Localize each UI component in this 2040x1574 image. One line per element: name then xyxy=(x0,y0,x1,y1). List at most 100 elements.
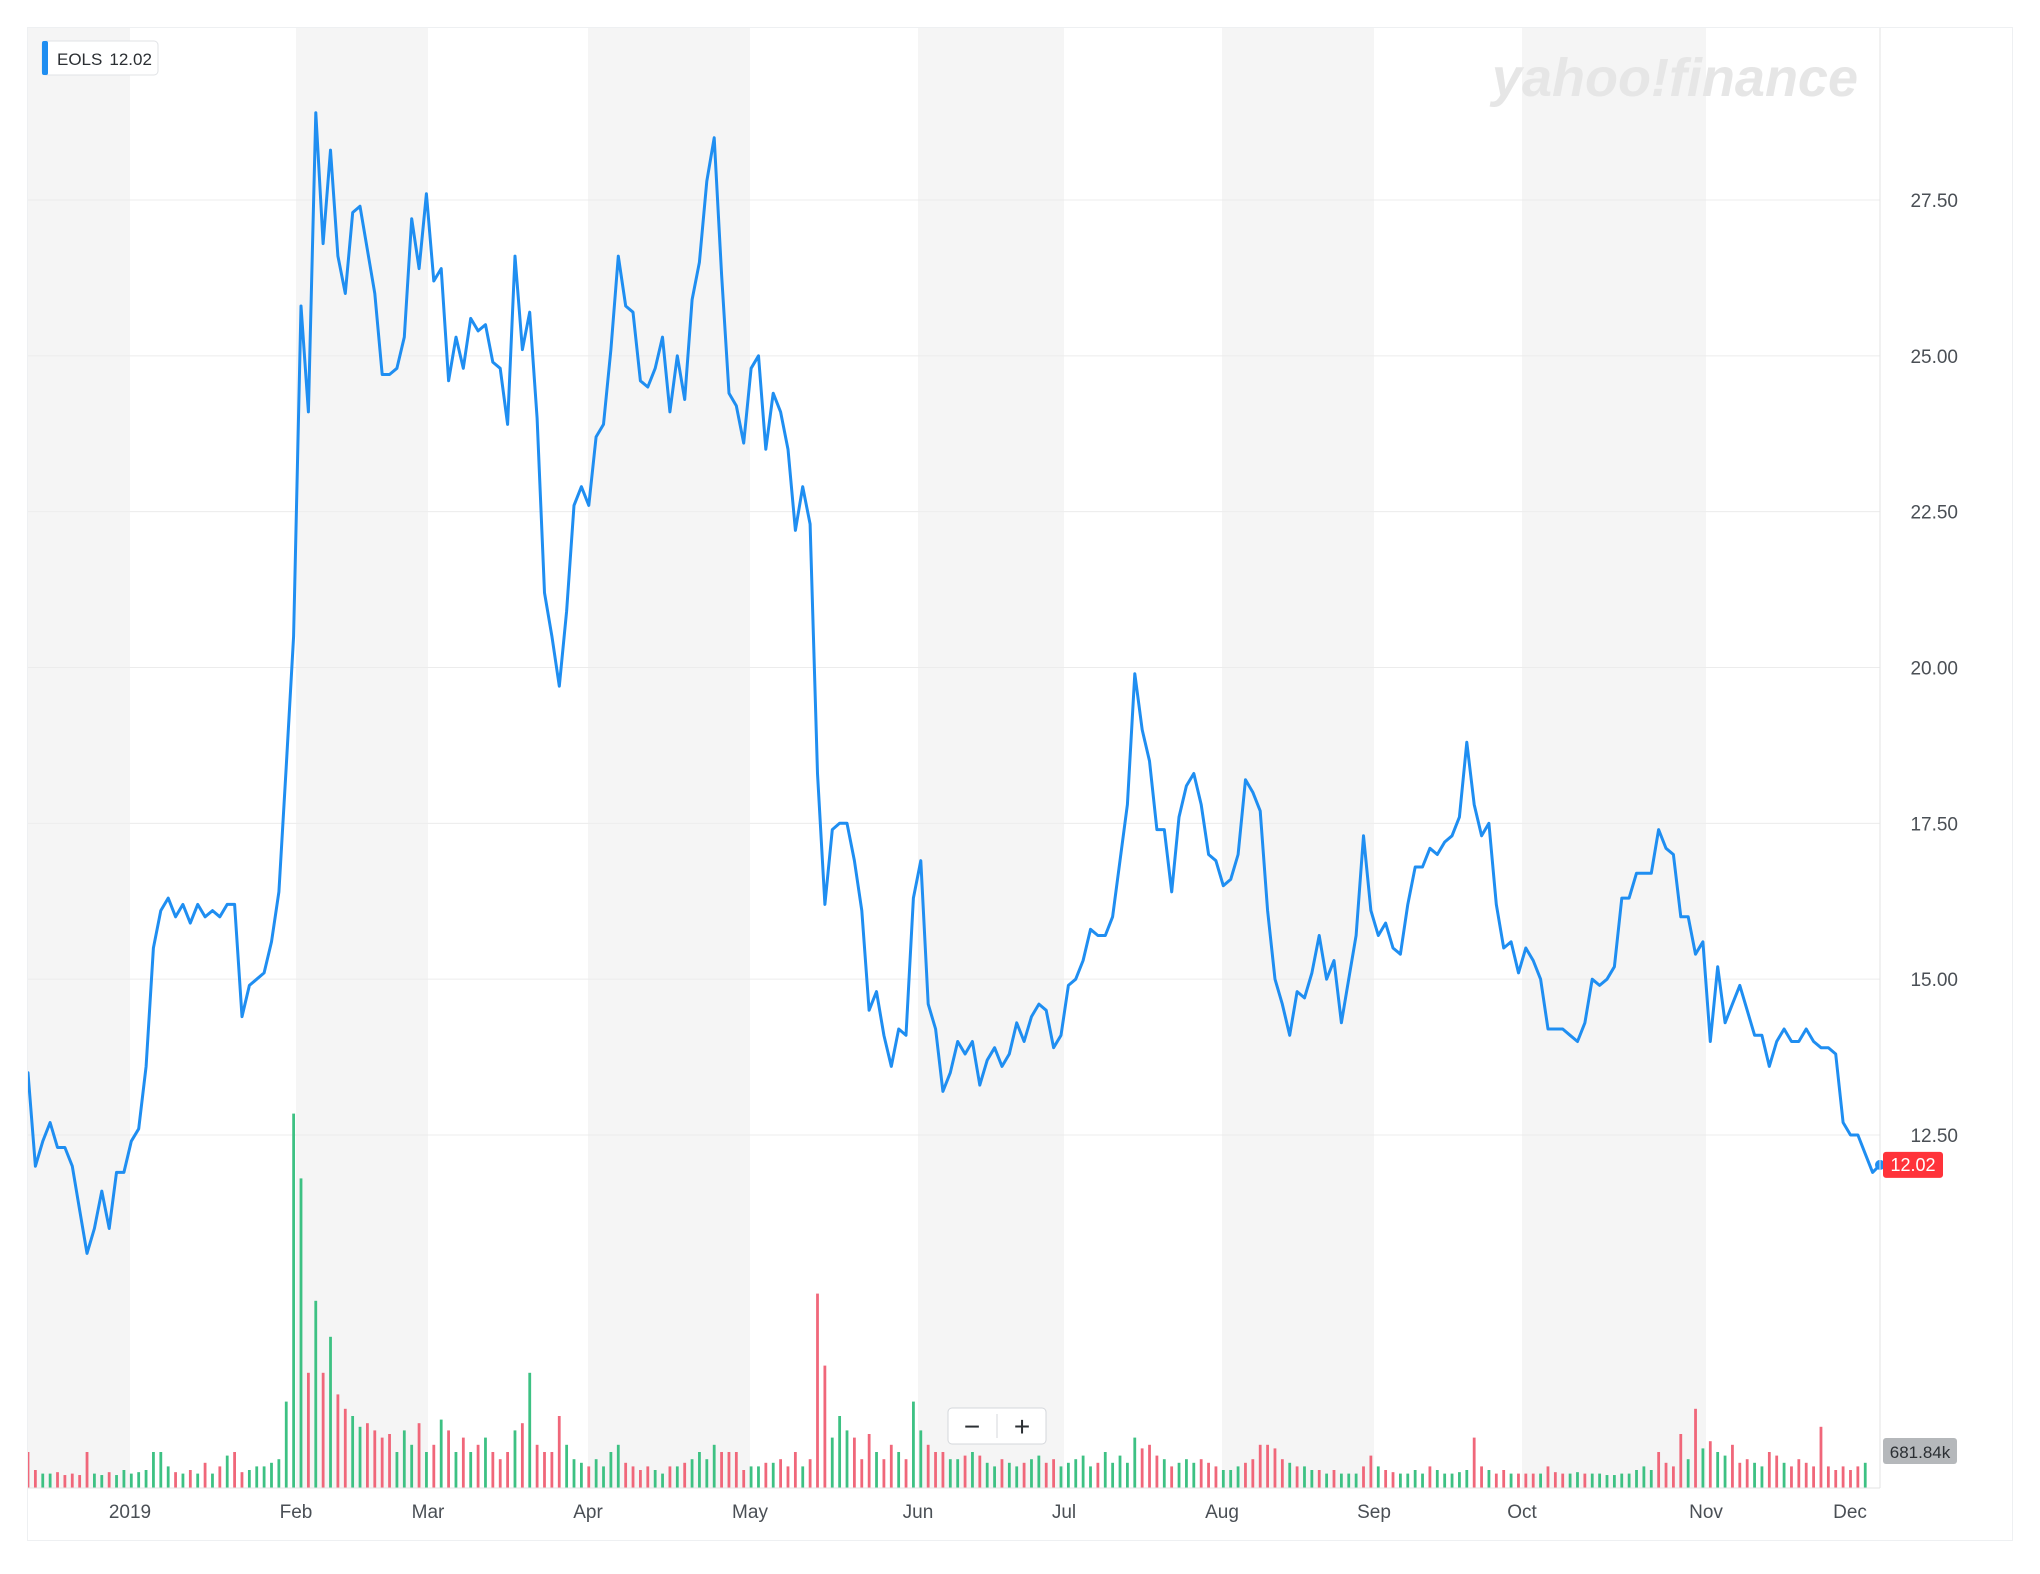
volume-bar xyxy=(1450,1473,1454,1488)
volume-bar xyxy=(255,1466,259,1488)
volume-bar xyxy=(520,1423,524,1488)
volume-bar xyxy=(594,1459,598,1488)
volume-bar xyxy=(425,1452,428,1488)
volume-bar xyxy=(1421,1473,1424,1488)
volume-bar xyxy=(1635,1470,1638,1488)
last-price-badge-box xyxy=(1883,1151,1943,1178)
volume-bar xyxy=(284,1401,288,1488)
volume-bar xyxy=(100,1475,104,1488)
month-band xyxy=(1522,28,1706,1488)
volume-bar xyxy=(528,1372,532,1488)
volume-bar xyxy=(395,1452,399,1488)
volume-bar xyxy=(572,1459,576,1488)
zoom-out-button[interactable]: − xyxy=(964,1411,980,1442)
volume-bar xyxy=(698,1452,701,1488)
volume-bar xyxy=(1568,1473,1572,1488)
volume-bar xyxy=(277,1459,281,1488)
volume-bar xyxy=(1849,1470,1852,1488)
volume-bar xyxy=(1037,1455,1041,1488)
volume-bar xyxy=(1782,1462,1786,1488)
volume-bar xyxy=(993,1466,996,1488)
volume-bar xyxy=(1221,1470,1225,1488)
volume-bar xyxy=(1096,1462,1100,1488)
volume-bar xyxy=(152,1452,155,1488)
volume-bar xyxy=(1369,1455,1373,1488)
volume-bar xyxy=(1244,1462,1247,1488)
volume-bar xyxy=(1790,1466,1793,1488)
volume-bar xyxy=(535,1444,539,1488)
volume-bar xyxy=(565,1444,569,1488)
volume-bar xyxy=(1745,1459,1749,1488)
volume-bar xyxy=(668,1466,672,1488)
volume-bar xyxy=(299,1178,303,1488)
price-chart[interactable]: yahoo!finance 12.50 15.00 17.50 20.00 22.50 2… xyxy=(26,28,2012,1540)
volume-bar xyxy=(137,1472,141,1488)
volume-bar xyxy=(1081,1455,1085,1488)
y-tick-label: 12.50 xyxy=(1910,1126,1958,1147)
volume-bar xyxy=(934,1452,937,1488)
volume-bar xyxy=(1590,1473,1594,1488)
x-tick-label: May xyxy=(732,1502,768,1523)
volume-bar xyxy=(454,1452,458,1488)
volume-bar xyxy=(1000,1459,1004,1488)
y-tick-label: 22.50 xyxy=(1910,503,1958,524)
yahoo-finance-watermark: yahoo!finance xyxy=(1489,48,1858,108)
volume-bar xyxy=(550,1452,554,1488)
volume-bar xyxy=(292,1113,296,1488)
price-series-line[interactable] xyxy=(26,111,1882,1255)
legend-chip[interactable]: EOLS 12.02 xyxy=(41,40,159,76)
volume-bar xyxy=(1066,1462,1070,1488)
month-band xyxy=(1222,28,1374,1488)
volume-badge: 681.84k xyxy=(1883,1438,1957,1464)
y-axis-ticks: 12.50 15.00 17.50 20.00 22.50 25.00 27.50 xyxy=(1910,191,1958,1147)
volume-bar xyxy=(122,1470,126,1488)
volume-bar xyxy=(845,1430,849,1488)
x-tick-label: Feb xyxy=(280,1502,313,1523)
volume-bar xyxy=(439,1419,443,1488)
volume-bar xyxy=(1804,1462,1808,1488)
volume-bar xyxy=(1863,1462,1867,1488)
volume-bar xyxy=(1148,1444,1151,1488)
volume-bar xyxy=(1103,1452,1107,1488)
volume-bar xyxy=(1391,1472,1395,1488)
volume-bar xyxy=(1089,1466,1092,1488)
x-tick-label: Jun xyxy=(903,1502,934,1523)
volume-bar xyxy=(1686,1459,1690,1488)
volume-bar xyxy=(948,1459,952,1488)
volume-bar xyxy=(1546,1466,1550,1488)
volume-bar xyxy=(93,1473,96,1488)
volume-bar xyxy=(476,1444,480,1488)
volume-bar xyxy=(727,1452,731,1488)
volume-bar xyxy=(1649,1470,1653,1488)
volume-bar xyxy=(1767,1452,1771,1488)
volume-bar xyxy=(1701,1448,1705,1488)
volume-bar xyxy=(129,1473,133,1488)
zoom-in-button[interactable]: + xyxy=(1014,1411,1030,1442)
last-price-badge-value: 12.02 xyxy=(1890,1155,1935,1175)
volume-bar xyxy=(705,1459,709,1488)
volume-bar xyxy=(808,1459,812,1488)
volume-bar xyxy=(1428,1466,1432,1488)
volume-bar xyxy=(941,1452,945,1488)
volume-bar xyxy=(757,1466,760,1488)
volume-bar xyxy=(1140,1448,1144,1488)
volume-bar xyxy=(1627,1473,1631,1488)
volume-bar xyxy=(203,1462,207,1488)
volume-bar xyxy=(1207,1462,1210,1488)
x-tick-label: Aug xyxy=(1205,1502,1239,1523)
volume-bar xyxy=(188,1470,192,1488)
volume-bar xyxy=(63,1475,67,1488)
volume-bar xyxy=(1553,1472,1557,1488)
volume-bar xyxy=(889,1444,893,1488)
volume-bar xyxy=(1612,1475,1616,1488)
volume-bar xyxy=(1531,1473,1535,1488)
volume-bar xyxy=(1133,1437,1137,1488)
volume-bar xyxy=(56,1472,59,1488)
volume-bar xyxy=(48,1473,52,1488)
legend-accent-bar xyxy=(42,41,48,75)
volume-bar xyxy=(919,1430,923,1488)
volume-bar xyxy=(816,1293,819,1488)
volume-bar xyxy=(823,1365,827,1488)
volume-bar xyxy=(852,1437,856,1488)
volume-bar xyxy=(616,1444,620,1488)
